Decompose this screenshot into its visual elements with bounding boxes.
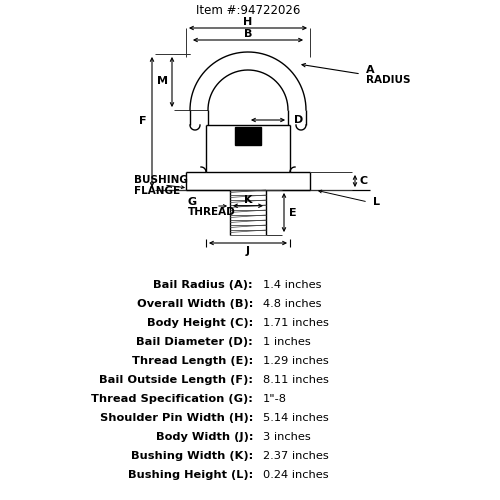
Text: 1.29 inches: 1.29 inches [263, 356, 329, 366]
Text: Thread Specification (G):: Thread Specification (G): [91, 394, 253, 404]
Text: 2.37 inches: 2.37 inches [263, 451, 329, 461]
Text: A: A [366, 65, 374, 75]
Text: 1.4 inches: 1.4 inches [263, 280, 322, 290]
Text: E: E [289, 208, 296, 218]
Text: 8.11 inches: 8.11 inches [263, 375, 329, 385]
Text: Bushing Height (L):: Bushing Height (L): [128, 470, 253, 480]
Text: Item #:94722026: Item #:94722026 [196, 4, 300, 16]
Text: K: K [244, 194, 252, 205]
Text: F: F [140, 116, 147, 126]
Text: Body Width (J):: Body Width (J): [156, 432, 253, 442]
Text: 4.8 inches: 4.8 inches [263, 299, 322, 309]
Bar [235, 127, 261, 145]
Text: H: H [244, 17, 252, 27]
Text: G: G [188, 197, 197, 207]
Text: D: D [294, 115, 303, 125]
Text: BUSHING: BUSHING [134, 175, 188, 185]
Text: 3 inches: 3 inches [263, 432, 311, 442]
Text: Thread Length (E):: Thread Length (E): [132, 356, 253, 366]
Text: J: J [246, 246, 250, 256]
Text: C: C [360, 176, 368, 186]
Text: 0.24 inches: 0.24 inches [263, 470, 328, 480]
Text: 1 inches: 1 inches [263, 337, 311, 347]
Text: Bail Diameter (D):: Bail Diameter (D): [136, 337, 253, 347]
Text: L: L [373, 197, 380, 207]
Text: 1.71 inches: 1.71 inches [263, 318, 329, 328]
Text: Bail Radius (A):: Bail Radius (A): [154, 280, 253, 290]
Text: THREAD: THREAD [188, 207, 236, 217]
Text: Shoulder Pin Width (H):: Shoulder Pin Width (H): [100, 413, 253, 423]
Text: Bushing Width (K):: Bushing Width (K): [131, 451, 253, 461]
Text: B: B [244, 29, 252, 39]
Text: Body Height (C):: Body Height (C): [147, 318, 253, 328]
Text: FLANGE: FLANGE [134, 186, 180, 196]
Text: RADIUS: RADIUS [366, 75, 410, 85]
Text: 1"-8: 1"-8 [263, 394, 287, 404]
Text: Bail Outside Length (F):: Bail Outside Length (F): [99, 375, 253, 385]
Text: M: M [157, 76, 168, 86]
Text: Overall Width (B):: Overall Width (B): [136, 299, 253, 309]
Text: 5.14 inches: 5.14 inches [263, 413, 329, 423]
